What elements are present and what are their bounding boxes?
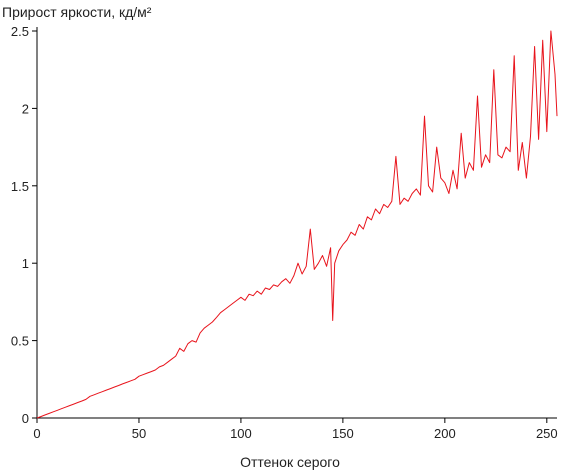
series-line (36, 30, 558, 419)
y-tick-label: 0 (22, 411, 29, 426)
x-tick-label: 50 (132, 426, 146, 441)
chart-title-text: Прирост яркости, кд/м² (2, 4, 152, 20)
y-tick-label: 1 (22, 256, 29, 271)
x-tick-label: 0 (33, 426, 40, 441)
y-tick-label: 1.5 (11, 179, 29, 194)
axes (36, 27, 557, 419)
y-axis-ticks: 0 0.5 1 1.5 2 2.5 (11, 24, 37, 426)
series-group (36, 30, 558, 419)
x-tick-label: 250 (536, 426, 558, 441)
x-tick-label: 200 (434, 426, 456, 441)
x-tick-label: 150 (332, 426, 354, 441)
x-axis-ticks: 0 50 100 150 200 250 (33, 418, 558, 441)
x-tick-label: 100 (230, 426, 252, 441)
chart-title: Прирост яркости, кд/м² (2, 4, 152, 20)
y-tick-label: 0.5 (11, 334, 29, 349)
y-tick-label: 2.5 (11, 24, 29, 39)
y-tick-label: 2 (22, 101, 29, 116)
x-axis-title: Оттенок серого (240, 454, 340, 470)
